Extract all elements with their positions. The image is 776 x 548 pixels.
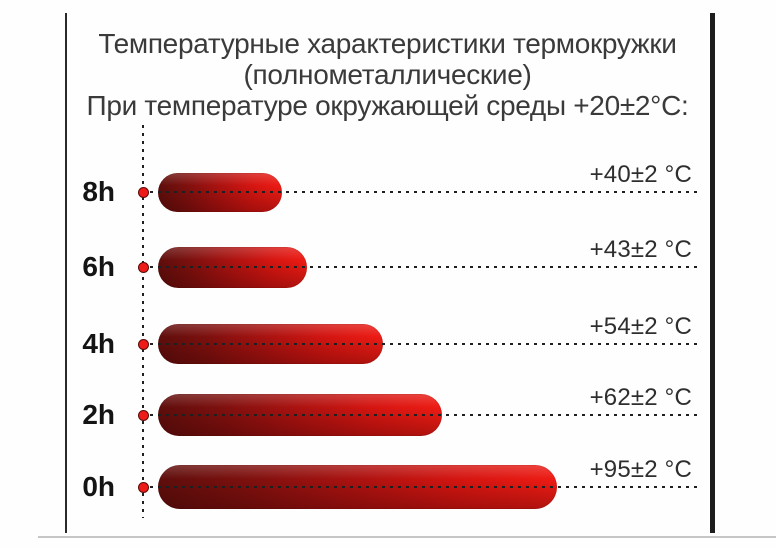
axis-dot-icon bbox=[137, 338, 149, 350]
dotted-leader-line bbox=[150, 414, 697, 416]
temperature-label: +62±2 °C bbox=[589, 384, 692, 411]
page-bottom-edge bbox=[38, 536, 776, 538]
dotted-leader-line bbox=[150, 191, 697, 193]
page-left-border bbox=[65, 13, 67, 533]
time-label: 6h bbox=[82, 251, 115, 282]
time-axis-dotted-line bbox=[142, 125, 144, 518]
time-label: 8h bbox=[82, 176, 115, 207]
time-label: 0h bbox=[82, 471, 115, 502]
time-label: 2h bbox=[82, 399, 115, 430]
dotted-leader-line bbox=[150, 266, 697, 268]
temperature-label: +54±2 °C bbox=[589, 313, 692, 340]
axis-dot-icon bbox=[137, 186, 149, 198]
dotted-leader-line bbox=[150, 343, 697, 345]
axis-dot-icon bbox=[137, 481, 149, 493]
temperature-label: +43±2 °C bbox=[589, 236, 692, 263]
chart-title-line3: При температуре окружающей среды +20±2°C… bbox=[86, 90, 689, 121]
temperature-label: +95±2 °C bbox=[589, 456, 692, 483]
time-label: 4h bbox=[82, 328, 115, 359]
dotted-leader-line bbox=[150, 486, 697, 488]
axis-dot-icon bbox=[137, 261, 149, 273]
chart-title-line2: (полнометаллические) bbox=[243, 59, 532, 90]
chart-title-block: Температурные характеристики термокружки… bbox=[65, 28, 710, 121]
chart-title-line1: Температурные характеристики термокружки bbox=[98, 28, 677, 59]
axis-dot-icon bbox=[137, 409, 149, 421]
temperature-label: +40±2 °C bbox=[589, 161, 692, 188]
page-right-border bbox=[710, 13, 715, 533]
